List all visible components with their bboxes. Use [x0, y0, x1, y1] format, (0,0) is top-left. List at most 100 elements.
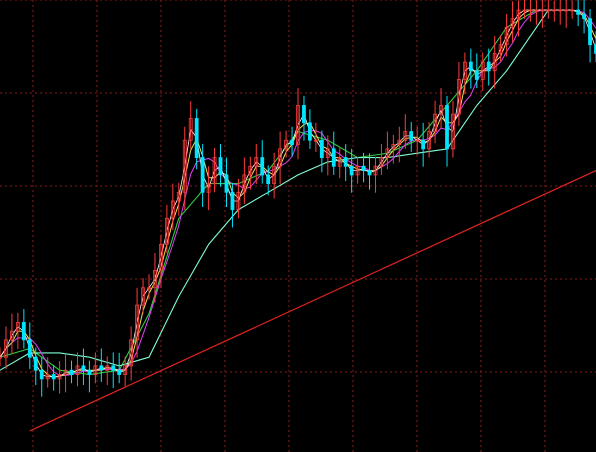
candle-body	[516, 9, 521, 20]
candle-body	[248, 165, 253, 176]
candle-body	[164, 217, 169, 245]
candle-body	[51, 374, 56, 380]
candle-body	[498, 44, 503, 54]
candle-body	[439, 105, 443, 115]
candle-body	[117, 369, 122, 375]
candle-body	[570, 9, 575, 12]
candle-body	[313, 139, 318, 142]
candle-body	[33, 356, 38, 371]
candle-body	[27, 339, 32, 358]
candle-body	[272, 165, 277, 185]
candle-body	[391, 144, 396, 150]
candle-body	[153, 269, 157, 289]
candle-body	[302, 105, 306, 124]
candle-body	[194, 118, 199, 158]
candle-body	[75, 365, 80, 375]
candle-body	[224, 174, 229, 193]
candle-body	[325, 148, 330, 158]
candle-body	[206, 183, 211, 193]
line-ma_cyan	[0, 9, 549, 371]
candle-body	[349, 165, 354, 176]
candle-body	[403, 131, 408, 141]
candle-body	[81, 365, 86, 371]
candle-body	[594, 44, 596, 54]
trendline	[29, 170, 596, 432]
candle-body	[296, 105, 300, 145]
candle-body	[379, 157, 384, 167]
candle-body	[540, 9, 545, 12]
candle-body	[397, 139, 402, 145]
candle-body	[230, 191, 235, 211]
candle-body	[588, 18, 592, 46]
candle-body	[546, 9, 551, 12]
candle-body	[111, 365, 116, 371]
candle-body	[480, 61, 485, 80]
candle-body	[361, 165, 366, 171]
candle-body	[176, 191, 181, 202]
candle-body	[135, 304, 139, 341]
candle-body	[457, 79, 461, 115]
candle-body	[147, 287, 151, 290]
candle-body	[188, 118, 193, 141]
candle-body	[39, 369, 44, 380]
candle-body	[278, 148, 283, 167]
candle-body	[474, 70, 479, 80]
candle-body	[10, 330, 14, 341]
candle-body	[242, 174, 247, 193]
candle-body	[105, 365, 110, 371]
candle-body	[218, 157, 223, 176]
candle-body	[182, 139, 187, 193]
candle-body	[284, 139, 288, 150]
candle-body	[355, 165, 360, 176]
candle-body	[170, 200, 175, 219]
candle-body	[236, 191, 241, 211]
candle-body	[129, 339, 134, 367]
candle-body	[254, 157, 259, 167]
candle-body	[319, 139, 324, 158]
candle-body	[4, 339, 8, 358]
candle-body	[445, 105, 449, 150]
candle-body	[528, 9, 533, 12]
candle-body	[468, 61, 473, 72]
candle-body	[99, 365, 104, 371]
candle-body	[15, 322, 20, 332]
candle-body	[510, 18, 515, 28]
candle-body	[564, 9, 569, 12]
candle-body	[343, 157, 348, 167]
candle-body	[421, 139, 426, 150]
candle-body	[373, 165, 378, 176]
candle-body	[141, 287, 145, 306]
candle-body	[123, 365, 128, 375]
candle-body	[63, 369, 68, 375]
candle-body	[409, 131, 414, 141]
candle-body	[308, 122, 312, 141]
candle-body	[486, 61, 491, 72]
candle-body	[415, 139, 420, 142]
candle-body	[576, 9, 581, 15]
candle-body	[21, 322, 26, 341]
candle-body	[93, 365, 98, 375]
candle-body	[534, 9, 539, 12]
candle-body	[433, 113, 437, 132]
candle-body	[558, 9, 563, 12]
trendline-layer	[29, 170, 596, 432]
price-candles-layer	[0, 0, 596, 397]
candle-body	[451, 113, 455, 150]
candle-body	[367, 170, 372, 176]
candle-body	[337, 157, 342, 167]
candle-body	[552, 9, 557, 12]
candle-body	[427, 131, 432, 150]
candle-body	[200, 157, 205, 193]
candle-body	[45, 374, 50, 380]
candle-body	[260, 157, 265, 176]
candle-body	[57, 374, 62, 380]
candle-body	[290, 139, 294, 145]
candle-body	[522, 9, 527, 12]
candle-body	[462, 61, 467, 80]
candle-body	[385, 148, 390, 158]
candle-body	[0, 356, 2, 359]
candle-body	[159, 243, 163, 271]
